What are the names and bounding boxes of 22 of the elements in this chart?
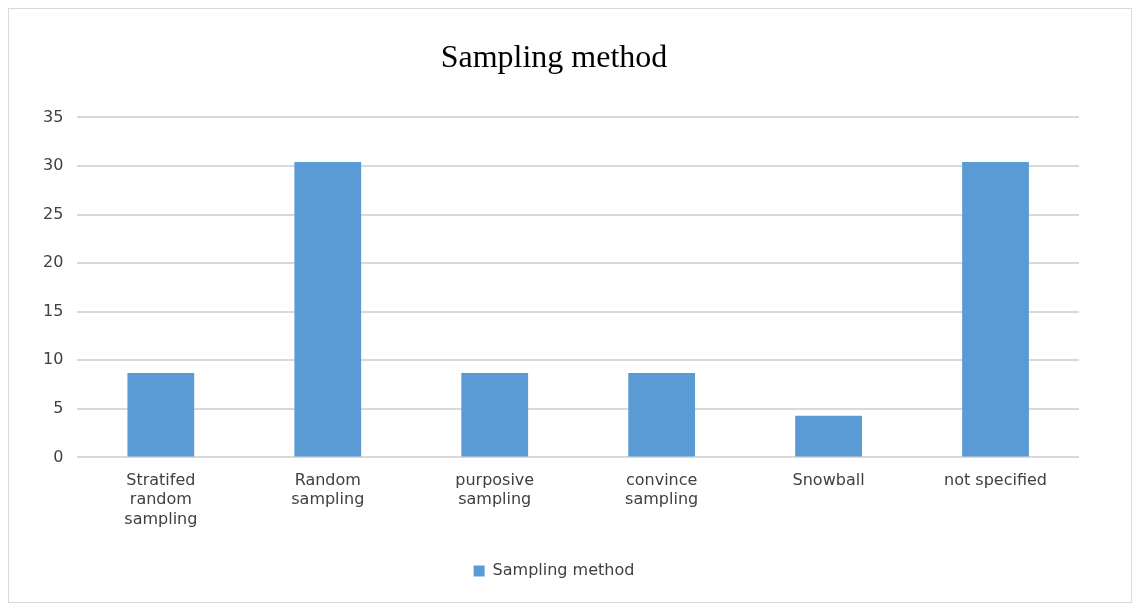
bar (795, 415, 862, 457)
bar (628, 372, 696, 457)
x-tick-label: Random sampling (291, 470, 365, 509)
y-tick-label: 35 (43, 106, 64, 126)
legend-label: Sampling method (492, 560, 635, 580)
x-tick-label: Stratifed random sampling (124, 470, 198, 528)
x-tick-label: purposive sampling (455, 470, 535, 509)
y-tick-label: 10 (43, 349, 64, 369)
x-tick-label: not specified (944, 470, 1048, 490)
x-tick-label: Snowball (792, 470, 865, 490)
chart-title: Sampling method (440, 37, 668, 74)
x-tick-label: convince sampling (625, 470, 699, 509)
bar (127, 372, 195, 457)
bar (294, 162, 362, 457)
bar (962, 162, 1029, 457)
bar (461, 372, 529, 457)
y-tick-label: 5 (53, 397, 64, 417)
y-tick-label: 25 (43, 203, 64, 223)
y-tick-label: 0 (53, 446, 64, 466)
y-tick-label: 15 (43, 300, 64, 320)
y-tick-label: 20 (43, 252, 64, 272)
y-tick-label: 30 (43, 155, 64, 175)
